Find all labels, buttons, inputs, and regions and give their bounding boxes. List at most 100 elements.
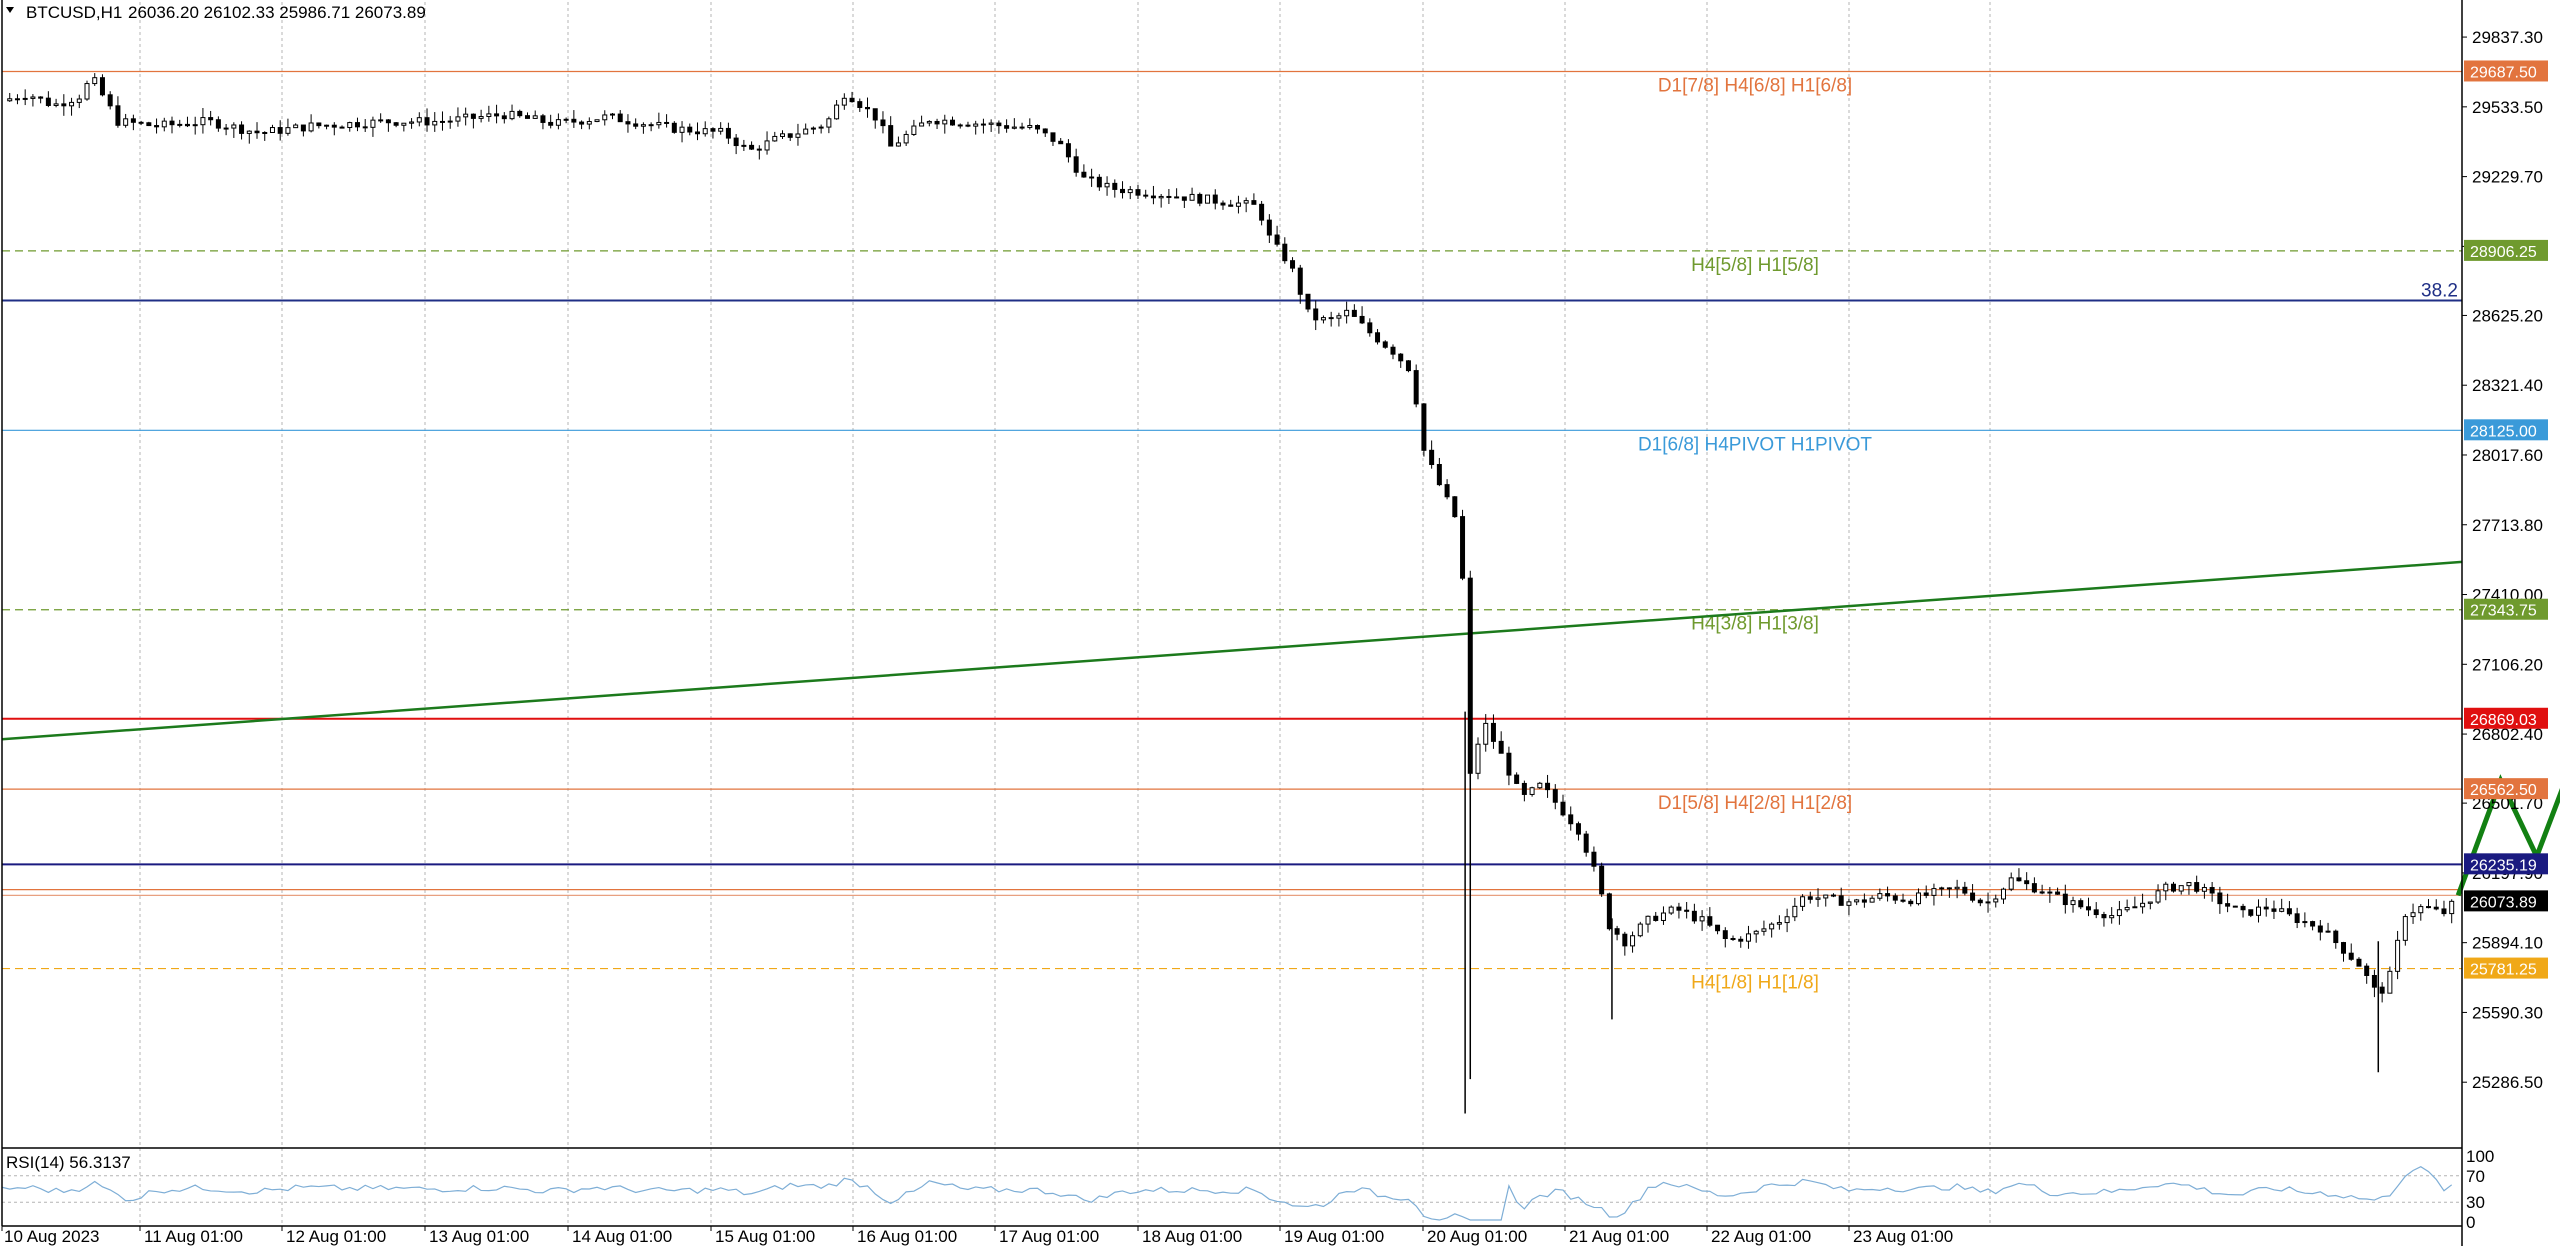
- candle-body: [1282, 243, 1288, 262]
- candle-body: [2178, 885, 2184, 892]
- candle-body: [671, 122, 677, 133]
- candle-body: [803, 128, 809, 135]
- current-price-label: 26073.89: [2470, 894, 2537, 911]
- candle-body: [22, 97, 28, 100]
- candle-body: [347, 122, 353, 129]
- candle-body: [718, 127, 724, 132]
- candle-body: [2371, 974, 2377, 988]
- projection-arrow-line[interactable]: [2455, 721, 2560, 897]
- candle-body: [919, 122, 925, 127]
- candle-body: [1011, 126, 1017, 129]
- level-label: H4[5/8] H1[5/8]: [1691, 255, 1819, 276]
- candle-body: [957, 124, 963, 127]
- candle-body: [950, 119, 956, 126]
- candle-body: [2078, 900, 2084, 908]
- candle-body: [1962, 886, 1968, 894]
- candle-body: [1328, 317, 1334, 320]
- candle-body: [2085, 906, 2091, 911]
- candle-body: [2341, 942, 2347, 954]
- candle-body: [1637, 923, 1643, 937]
- candle-body: [2140, 902, 2146, 908]
- x-tick-label: 12 Aug 01:00: [286, 1227, 386, 1246]
- candle-body: [1313, 308, 1319, 321]
- candle-body: [926, 120, 932, 124]
- candle-body: [532, 115, 538, 119]
- trendline-group[interactable]: [1, 560, 2463, 741]
- candle-body: [1892, 895, 1898, 901]
- time-axis[interactable]: 10 Aug 2023 11 Aug 01:00 12 Aug 01:00 13 Au…: [1, 1226, 1953, 1246]
- candle-body: [424, 117, 430, 126]
- candle-body: [1344, 309, 1350, 317]
- candle-body: [2348, 952, 2354, 960]
- candle-body: [1150, 195, 1156, 199]
- level-label: D1[7/8] H4[6/8] H1[6/8]: [1658, 75, 1852, 96]
- dropdown-triangle-icon[interactable]: [6, 7, 14, 13]
- candle-body: [764, 140, 770, 151]
- candle-body: [1120, 188, 1126, 194]
- price-axis[interactable]: 29837.3029533.5029229.7028925.9028625.20…: [2462, 28, 2543, 1092]
- rsi-line: [1, 1166, 2453, 1221]
- rsi-scale-label: 0: [2466, 1213, 2475, 1232]
- current-price-tag: [2464, 890, 2548, 912]
- x-tick-label: 20 Aug 01:00: [1427, 1227, 1527, 1246]
- candle-body: [7, 98, 13, 102]
- rsi-scale-label: 30: [2466, 1193, 2485, 1212]
- level-label: D1[5/8] H4[2/8] H1[2/8]: [1658, 793, 1852, 814]
- candle-body: [1861, 899, 1867, 903]
- candle-body: [316, 122, 322, 127]
- candle-body: [602, 114, 608, 121]
- trendline[interactable]: [1, 560, 2463, 741]
- candle-body: [2240, 905, 2246, 911]
- candle-body: [2062, 893, 2068, 906]
- candle-body: [687, 126, 693, 133]
- y-tick-label: 27106.20: [2472, 655, 2543, 674]
- candle-body: [1444, 484, 1450, 498]
- price-tag: [2464, 707, 2548, 729]
- candle-body: [192, 124, 198, 127]
- candle-body: [2055, 891, 2061, 895]
- x-tick-label: 19 Aug 01:00: [1284, 1227, 1384, 1246]
- candle-body: [1413, 370, 1419, 405]
- candle-body: [1529, 787, 1535, 795]
- x-tick-label: 11 Aug 01:00: [144, 1227, 243, 1246]
- candle-body: [1243, 200, 1249, 204]
- candle-body: [571, 118, 577, 123]
- candle-body: [857, 101, 863, 108]
- projection-arrow[interactable]: [2455, 721, 2560, 897]
- price-tag-label: 26235.19: [2470, 857, 2537, 874]
- candle-body: [2433, 906, 2439, 910]
- y-tick-label: 29837.30: [2472, 28, 2543, 47]
- price-tag-label: 28125.00: [2470, 423, 2537, 440]
- candle-body: [656, 121, 662, 126]
- x-tick-label: 10 Aug 2023: [4, 1227, 99, 1246]
- price-tag-label: 28906.25: [2470, 244, 2537, 261]
- candle-body: [324, 124, 330, 127]
- price-tag: [2464, 239, 2548, 261]
- candle-body: [14, 98, 20, 101]
- candle-body: [640, 124, 646, 127]
- candle-body: [1715, 924, 1721, 932]
- candle-body: [1019, 126, 1025, 129]
- x-tick-label: 23 Aug 01:00: [1853, 1227, 1953, 1246]
- candle-body: [795, 133, 801, 138]
- candle-body: [1027, 125, 1033, 128]
- candle-body: [200, 117, 206, 126]
- price-tag: [2464, 60, 2548, 82]
- y-tick-label: 29533.50: [2472, 98, 2543, 117]
- level-label: 38.2: [2421, 281, 2458, 302]
- candle-body: [1684, 909, 1690, 912]
- candle-body: [1575, 823, 1581, 835]
- candle-body: [2225, 903, 2231, 907]
- candle-body: [2217, 892, 2223, 905]
- price-tag-label: 27343.75: [2470, 603, 2537, 620]
- candle-body: [1823, 894, 1829, 899]
- candle-body: [1166, 195, 1172, 198]
- candle-body: [1707, 916, 1713, 926]
- candle-body: [1568, 814, 1574, 825]
- price-tags: 29687.50 28906.25 28125.00 27343.75 26869.03…: [2464, 60, 2548, 979]
- candle-body: [579, 121, 585, 125]
- candle-body: [1776, 922, 1782, 925]
- candle-body: [30, 96, 36, 99]
